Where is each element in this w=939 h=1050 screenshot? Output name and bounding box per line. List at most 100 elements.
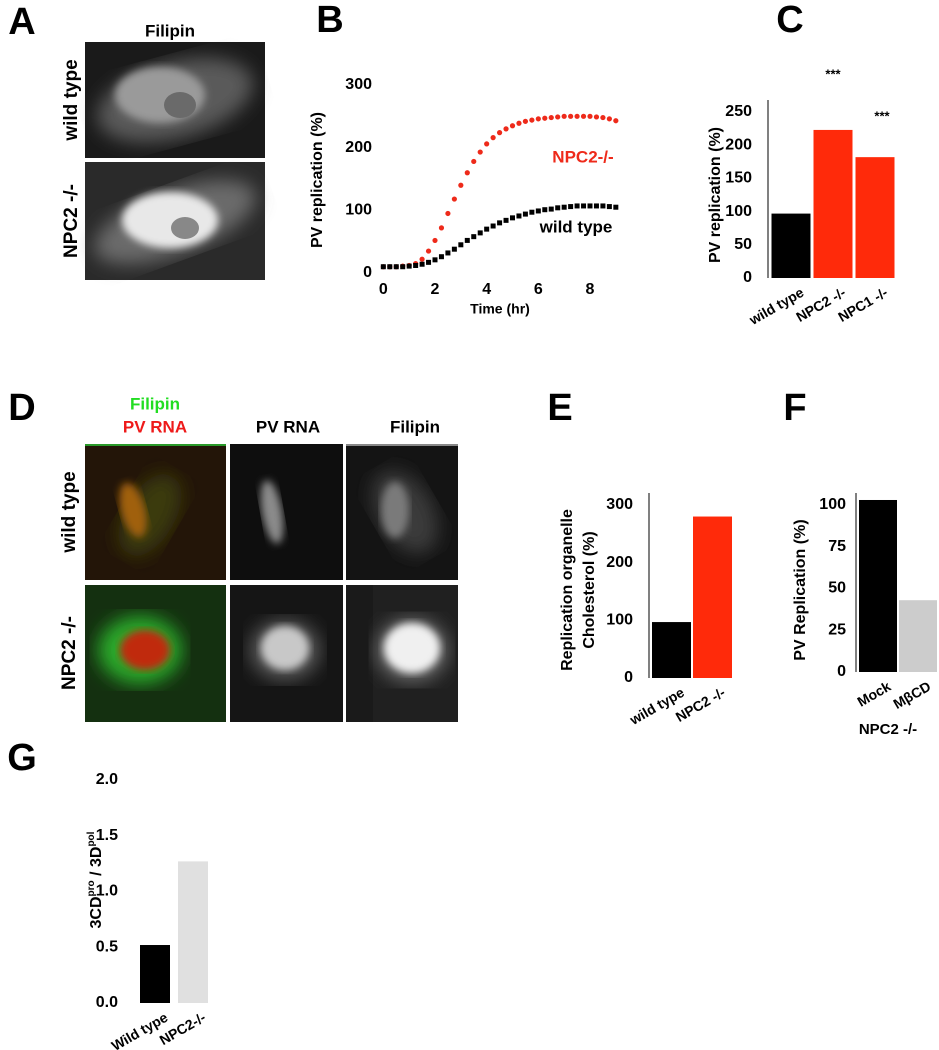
data-point <box>593 203 599 209</box>
series-label: NPC2-/- <box>552 147 613 166</box>
data-point <box>503 126 509 132</box>
data-point <box>458 182 464 188</box>
data-point <box>496 130 503 136</box>
data-point <box>471 158 477 165</box>
panel-letter: B <box>316 0 343 41</box>
y-tick-label: 250 <box>725 103 752 120</box>
y-tick-label: 200 <box>606 554 633 571</box>
column-label: Filipin <box>145 21 195 40</box>
column-label: PV RNA <box>123 417 187 436</box>
y-tick-label: 0 <box>363 264 372 281</box>
data-point <box>529 209 535 215</box>
y-tick-label: 300 <box>345 76 372 93</box>
y-axis-label-part: / 3D <box>88 847 105 881</box>
panel-letter: C <box>776 0 803 41</box>
y-tick-label: 100 <box>819 496 846 513</box>
data-point <box>593 114 600 120</box>
y-tick-label: 200 <box>725 136 752 153</box>
y-tick-label: 300 <box>606 496 633 513</box>
panel-letter: G <box>7 737 37 779</box>
y-tick-label: 100 <box>725 203 752 220</box>
micrograph-d-wt-rna <box>230 444 343 580</box>
data-point <box>568 113 574 119</box>
y-axis-label: Replication organelle <box>559 509 576 671</box>
data-point <box>509 123 516 129</box>
bar <box>859 499 897 672</box>
data-point <box>580 113 587 119</box>
x-tick-label: Mock <box>854 678 893 710</box>
row-label: NPC2 -/- <box>59 616 80 690</box>
series-label: wild type <box>539 217 613 236</box>
y-tick-label: 0.5 <box>96 938 118 955</box>
data-point <box>413 262 419 268</box>
data-point <box>529 117 535 123</box>
data-point <box>432 257 438 263</box>
micrograph-a-wt <box>85 42 265 158</box>
data-point <box>555 114 561 120</box>
data-point <box>400 264 406 270</box>
micrograph-a-npc2 <box>85 162 265 280</box>
y-axis-label: PV replication (%) <box>309 112 326 248</box>
x-tick-label: MβCD <box>890 678 933 712</box>
micrograph-d-wt-merge <box>85 444 226 580</box>
x-tick-label: 2 <box>431 281 440 298</box>
data-point <box>419 261 425 267</box>
y-tick-label: 50 <box>828 580 846 597</box>
y-axis-label-sup: pro <box>86 880 97 896</box>
y-axis-label: PV replication (%) <box>707 127 724 263</box>
data-point <box>561 204 567 210</box>
data-point <box>561 113 567 119</box>
bar <box>899 600 937 672</box>
significance-label: *** <box>825 66 841 81</box>
data-point <box>419 256 425 262</box>
y-tick-label: 0 <box>837 663 846 680</box>
data-point <box>535 116 541 122</box>
bar <box>855 157 895 278</box>
y-axis-label-part: 3CD <box>88 896 105 928</box>
y-tick-label: 25 <box>828 621 846 638</box>
data-point <box>555 205 561 211</box>
data-point <box>574 113 580 119</box>
panel-letter: A <box>8 1 35 43</box>
data-point <box>490 135 496 141</box>
y-axis-label: Cholesterol (%) <box>581 531 598 648</box>
data-point <box>445 250 451 256</box>
x-axis-label: NPC2 -/- <box>859 721 917 738</box>
bar <box>178 861 208 1003</box>
bar <box>771 213 811 278</box>
x-tick-label: 8 <box>586 281 595 298</box>
panel-letter: F <box>783 387 806 429</box>
y-tick-label: 100 <box>345 202 372 219</box>
y-tick-label: 0.0 <box>96 994 118 1011</box>
data-point <box>497 220 503 226</box>
y-tick-label: 150 <box>725 170 752 187</box>
data-point <box>393 264 399 270</box>
data-point <box>516 120 522 126</box>
data-point <box>438 225 445 231</box>
data-point <box>406 263 412 269</box>
data-point <box>380 264 386 270</box>
data-point <box>425 248 432 254</box>
column-label: Filipin <box>130 394 180 413</box>
y-axis-label-sup: pol <box>86 831 97 846</box>
panel-letter: D <box>8 387 35 429</box>
data-point <box>606 116 612 122</box>
data-point <box>574 203 580 209</box>
data-point <box>535 208 541 214</box>
y-tick-label: 200 <box>345 139 372 156</box>
data-point <box>542 115 548 121</box>
data-point <box>438 254 444 260</box>
bar <box>140 945 170 1003</box>
column-label: Filipin <box>390 417 440 436</box>
data-point <box>464 237 470 243</box>
x-tick-label: wild type <box>746 284 807 328</box>
bar <box>693 516 732 678</box>
x-tick-label: 4 <box>482 281 491 298</box>
significance-label: *** <box>874 108 890 123</box>
data-point <box>613 204 619 210</box>
data-point <box>510 215 515 221</box>
x-tick-label: 6 <box>534 281 543 298</box>
data-point <box>548 206 554 212</box>
micrograph-d-wt-filipin <box>346 444 458 580</box>
